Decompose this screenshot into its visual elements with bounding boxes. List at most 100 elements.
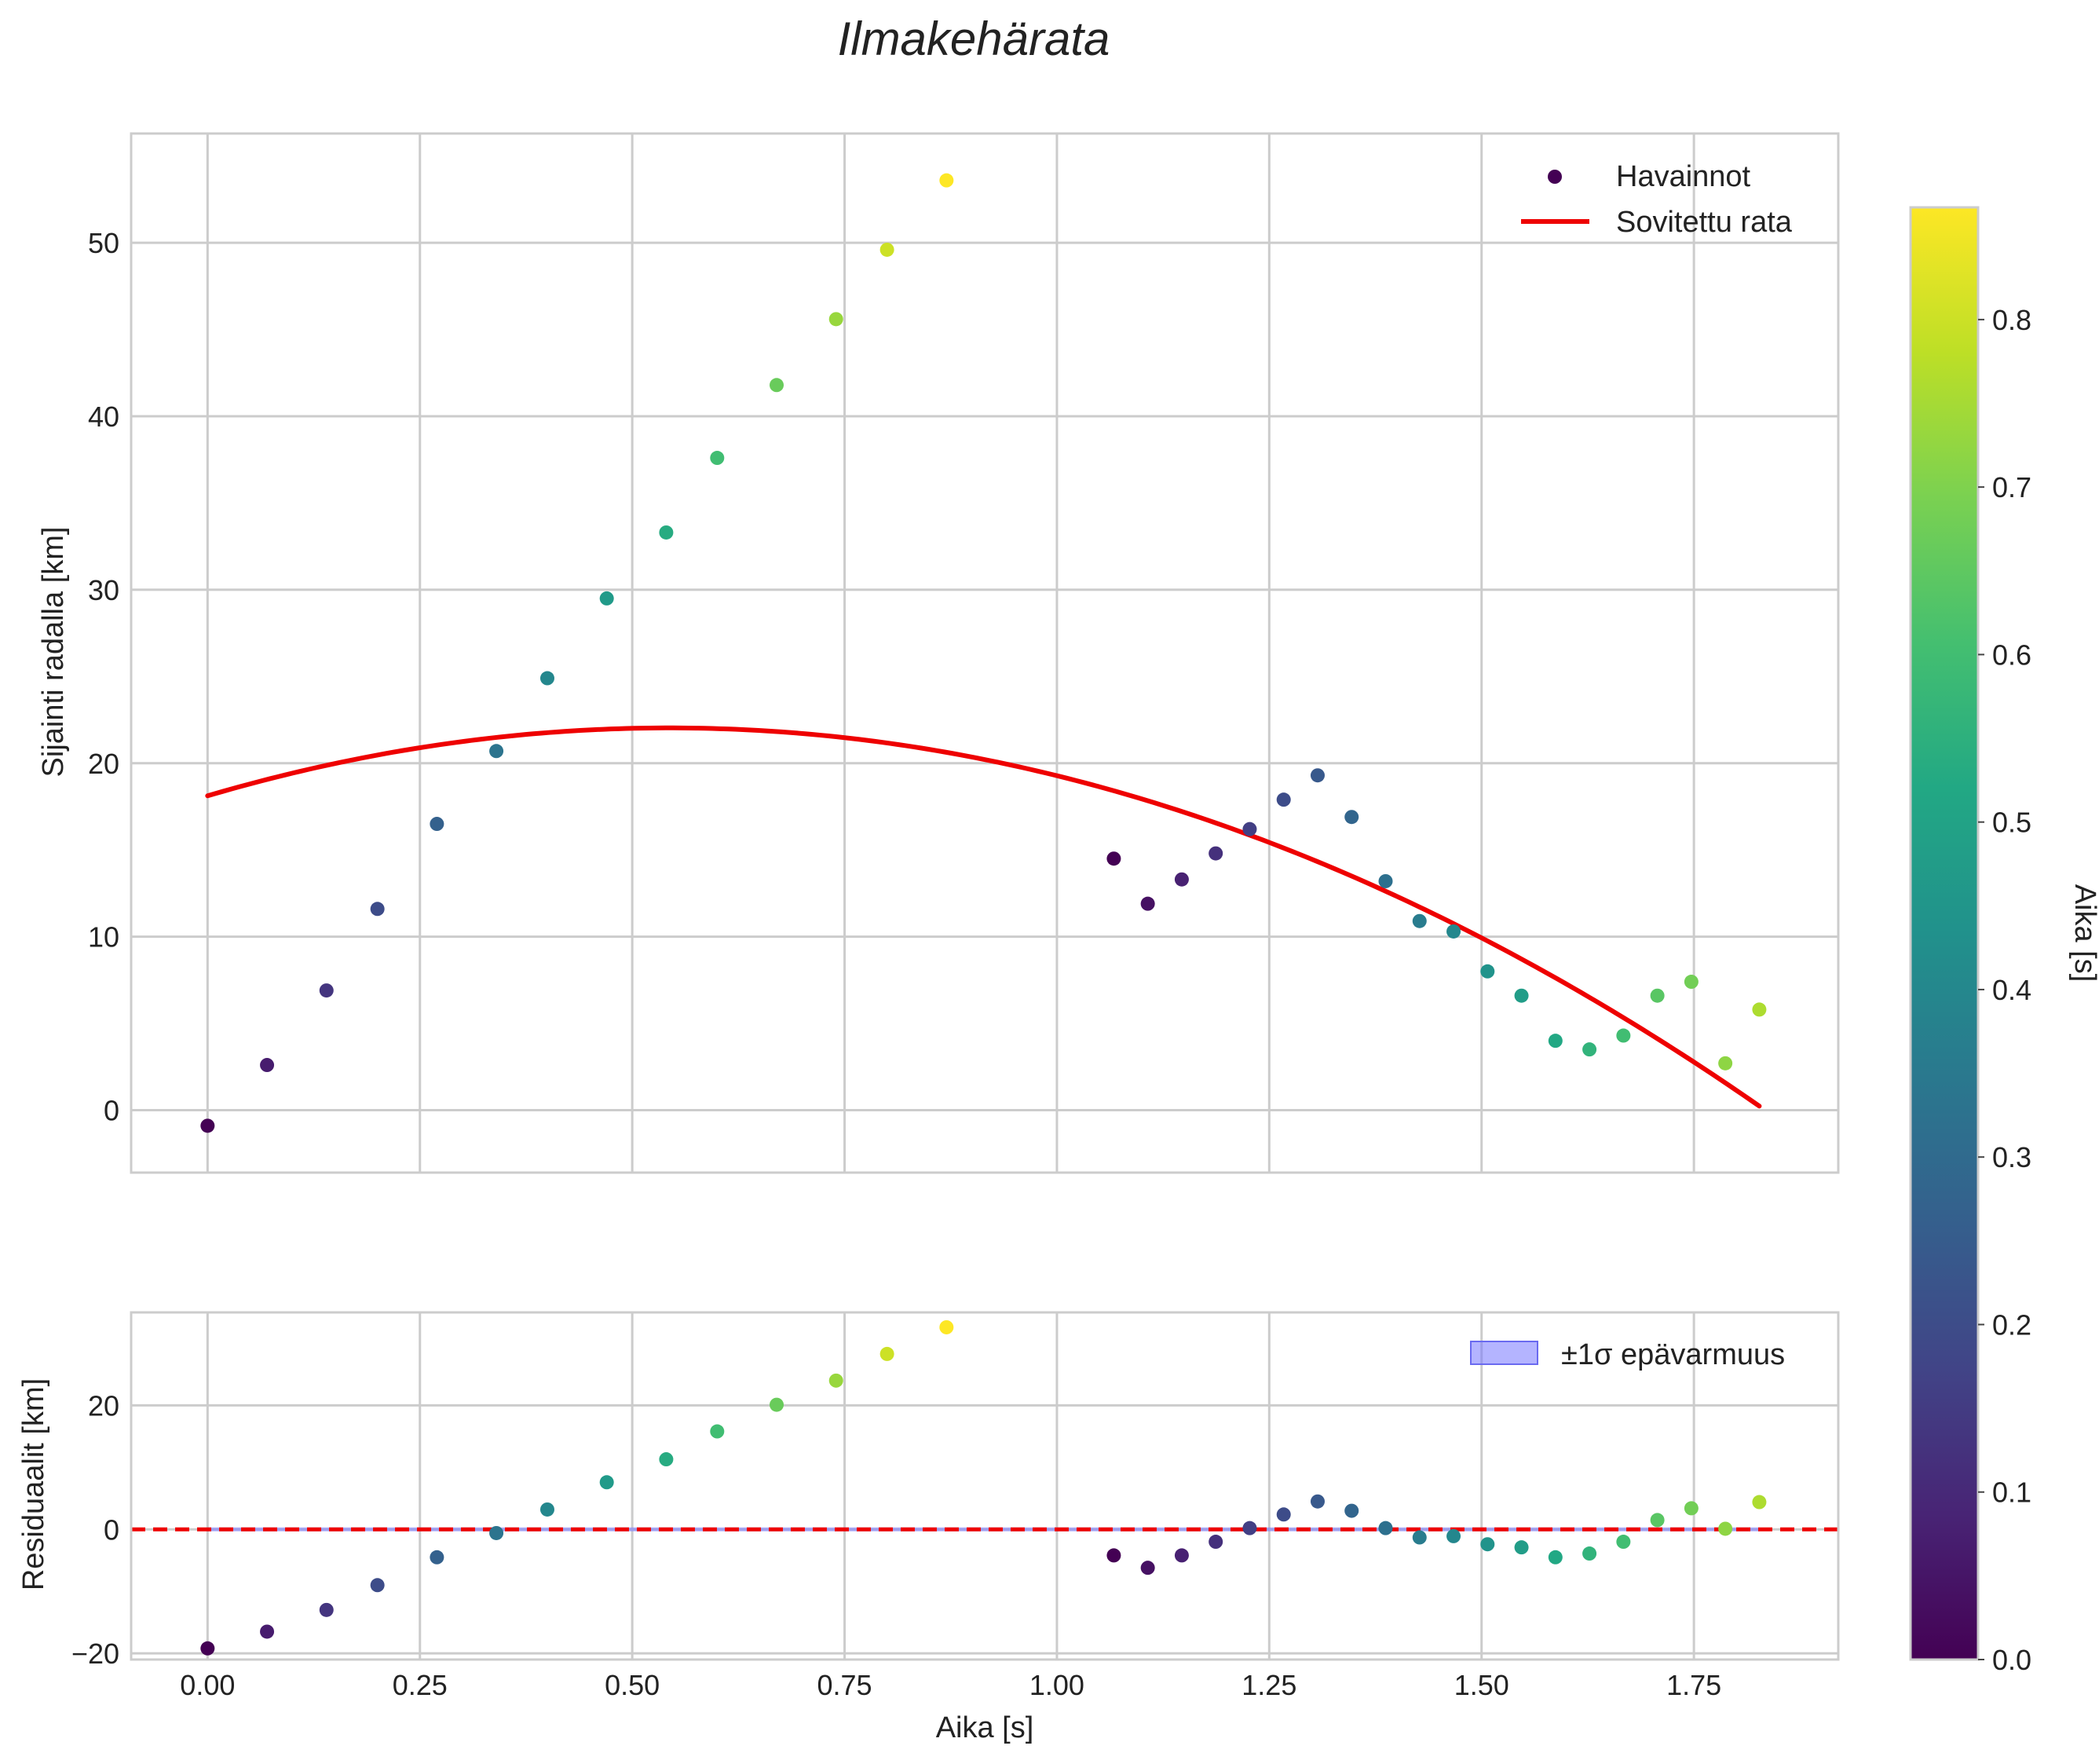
observation-point [489, 744, 504, 759]
residual-point [710, 1424, 725, 1439]
colorbar-gradient [1909, 206, 1980, 1661]
colorbar-tick-label: 0.5 [1992, 807, 2031, 839]
observation-point [939, 173, 954, 188]
observation-point [710, 451, 725, 466]
observation-point [770, 378, 784, 393]
residual-point [1174, 1548, 1189, 1563]
x-tick-label: 1.25 [1241, 1669, 1296, 1701]
observation-points [200, 173, 1767, 1133]
observation-point [1548, 1034, 1563, 1049]
observation-point [260, 1058, 275, 1073]
colorbar-tick-label: 0.3 [1992, 1141, 2031, 1173]
residual-point [879, 1346, 894, 1361]
residual-point [1242, 1521, 1257, 1535]
colorbar-tick-label: 0.6 [1992, 639, 2031, 671]
residual-point [828, 1373, 843, 1388]
observation-point [430, 817, 444, 832]
observation-point [879, 242, 894, 257]
residual-point [539, 1502, 554, 1517]
observation-point [1174, 872, 1189, 887]
residual-point [1616, 1535, 1631, 1550]
colorbar-tick-label: 0.8 [1992, 304, 2031, 336]
observation-point [1650, 988, 1665, 1003]
observation-point [539, 671, 554, 686]
main-y-tick-label: 30 [88, 574, 119, 606]
legend-label-uncertainty: ±1σ epävarmuus [1561, 1338, 1785, 1371]
residual-point [1310, 1494, 1325, 1509]
residuals-y-axis-label: Residuaalit [km] [17, 1378, 50, 1590]
x-axis-label: Aika [s] [936, 1711, 1034, 1744]
residuals-y-tick-label: 0 [104, 1513, 119, 1546]
observation-point [319, 983, 334, 998]
observation-point [370, 902, 385, 917]
residual-point [489, 1525, 504, 1540]
residual-points [200, 1319, 1767, 1656]
residual-point [1446, 1528, 1461, 1543]
residual-point [1344, 1503, 1359, 1518]
main-y-tick-label: 10 [88, 921, 119, 953]
observation-point [200, 1118, 215, 1133]
residual-point [1209, 1535, 1223, 1550]
colorbar-label: Aika [s] [2068, 884, 2099, 983]
observation-point [1276, 792, 1291, 807]
observation-point [1480, 964, 1495, 979]
observation-point [828, 312, 843, 327]
observation-point [1344, 810, 1359, 825]
colorbar-tick-label: 0.2 [1992, 1308, 2031, 1341]
main-plot-frame [130, 132, 1840, 1174]
residual-point [939, 1319, 954, 1334]
residual-point [200, 1641, 215, 1656]
main-y-axis-label: Sijainti radalla [km] [37, 527, 70, 778]
observation-point [1616, 1028, 1631, 1043]
residual-point [260, 1624, 275, 1639]
residual-point [770, 1397, 784, 1412]
legend-marker-observations [1548, 170, 1562, 184]
residual-point [1276, 1507, 1291, 1522]
main-y-tick-label: 20 [88, 748, 119, 780]
x-tick-label: 0.50 [605, 1669, 660, 1701]
residual-point [1752, 1495, 1767, 1510]
colorbar-tick-label: 0.7 [1992, 471, 2031, 503]
observation-point [1718, 1056, 1733, 1070]
residual-point [1378, 1521, 1393, 1535]
x-tick-label: 1.50 [1454, 1669, 1509, 1701]
observation-point [1684, 975, 1699, 990]
main-y-tick-label: 0 [104, 1094, 119, 1126]
residuals-y-tick-label: −20 [71, 1638, 119, 1670]
colorbar: 0.0 0.1 0.2 0.3 0.4 0.5 0.6 0.7 0.8 Aika [s] [1909, 206, 2099, 1676]
observation-point [1310, 768, 1325, 783]
observation-point [1582, 1042, 1597, 1057]
residual-point [1684, 1501, 1699, 1516]
main-plot-panel: 0 10 20 30 40 50 Sijainti radalla [km] Havain… [37, 132, 1840, 1174]
legend-label-fitted: Sovitettu rata [1616, 206, 1793, 239]
residual-point [370, 1578, 385, 1593]
residuals-y-ticks: −20 0 20 [71, 1389, 119, 1670]
x-tick-label: 0.25 [393, 1669, 448, 1701]
legend-marker-uncertainty [1470, 1341, 1538, 1365]
x-tick-label: 1.00 [1029, 1669, 1084, 1701]
colorbar-tick-label: 0.1 [1992, 1477, 2031, 1509]
observation-point [599, 591, 614, 606]
residual-point [1718, 1521, 1733, 1536]
residual-point [1140, 1561, 1155, 1576]
residuals-plot-frame [130, 1311, 1840, 1661]
residual-point [1582, 1546, 1597, 1561]
observation-point [1209, 846, 1223, 861]
observation-point [1378, 873, 1393, 888]
main-y-ticks: 0 10 20 30 40 50 [88, 227, 119, 1126]
residual-point [319, 1602, 334, 1617]
residual-point [1514, 1540, 1529, 1555]
x-tick-label: 0.75 [817, 1669, 872, 1701]
observation-point [1412, 913, 1427, 928]
residual-point [1650, 1513, 1665, 1528]
x-tick-label: 1.75 [1666, 1669, 1721, 1701]
colorbar-ticks: 0.0 0.1 0.2 0.3 0.4 0.5 0.6 0.7 0.8 [1978, 304, 2031, 1676]
residual-point [430, 1550, 444, 1565]
observation-point [1514, 988, 1529, 1003]
chart-title: Ilmakehärata [838, 13, 1110, 65]
observation-point [1140, 896, 1155, 911]
main-grid [131, 134, 1838, 1173]
colorbar-tick-label: 0.4 [1992, 974, 2031, 1006]
